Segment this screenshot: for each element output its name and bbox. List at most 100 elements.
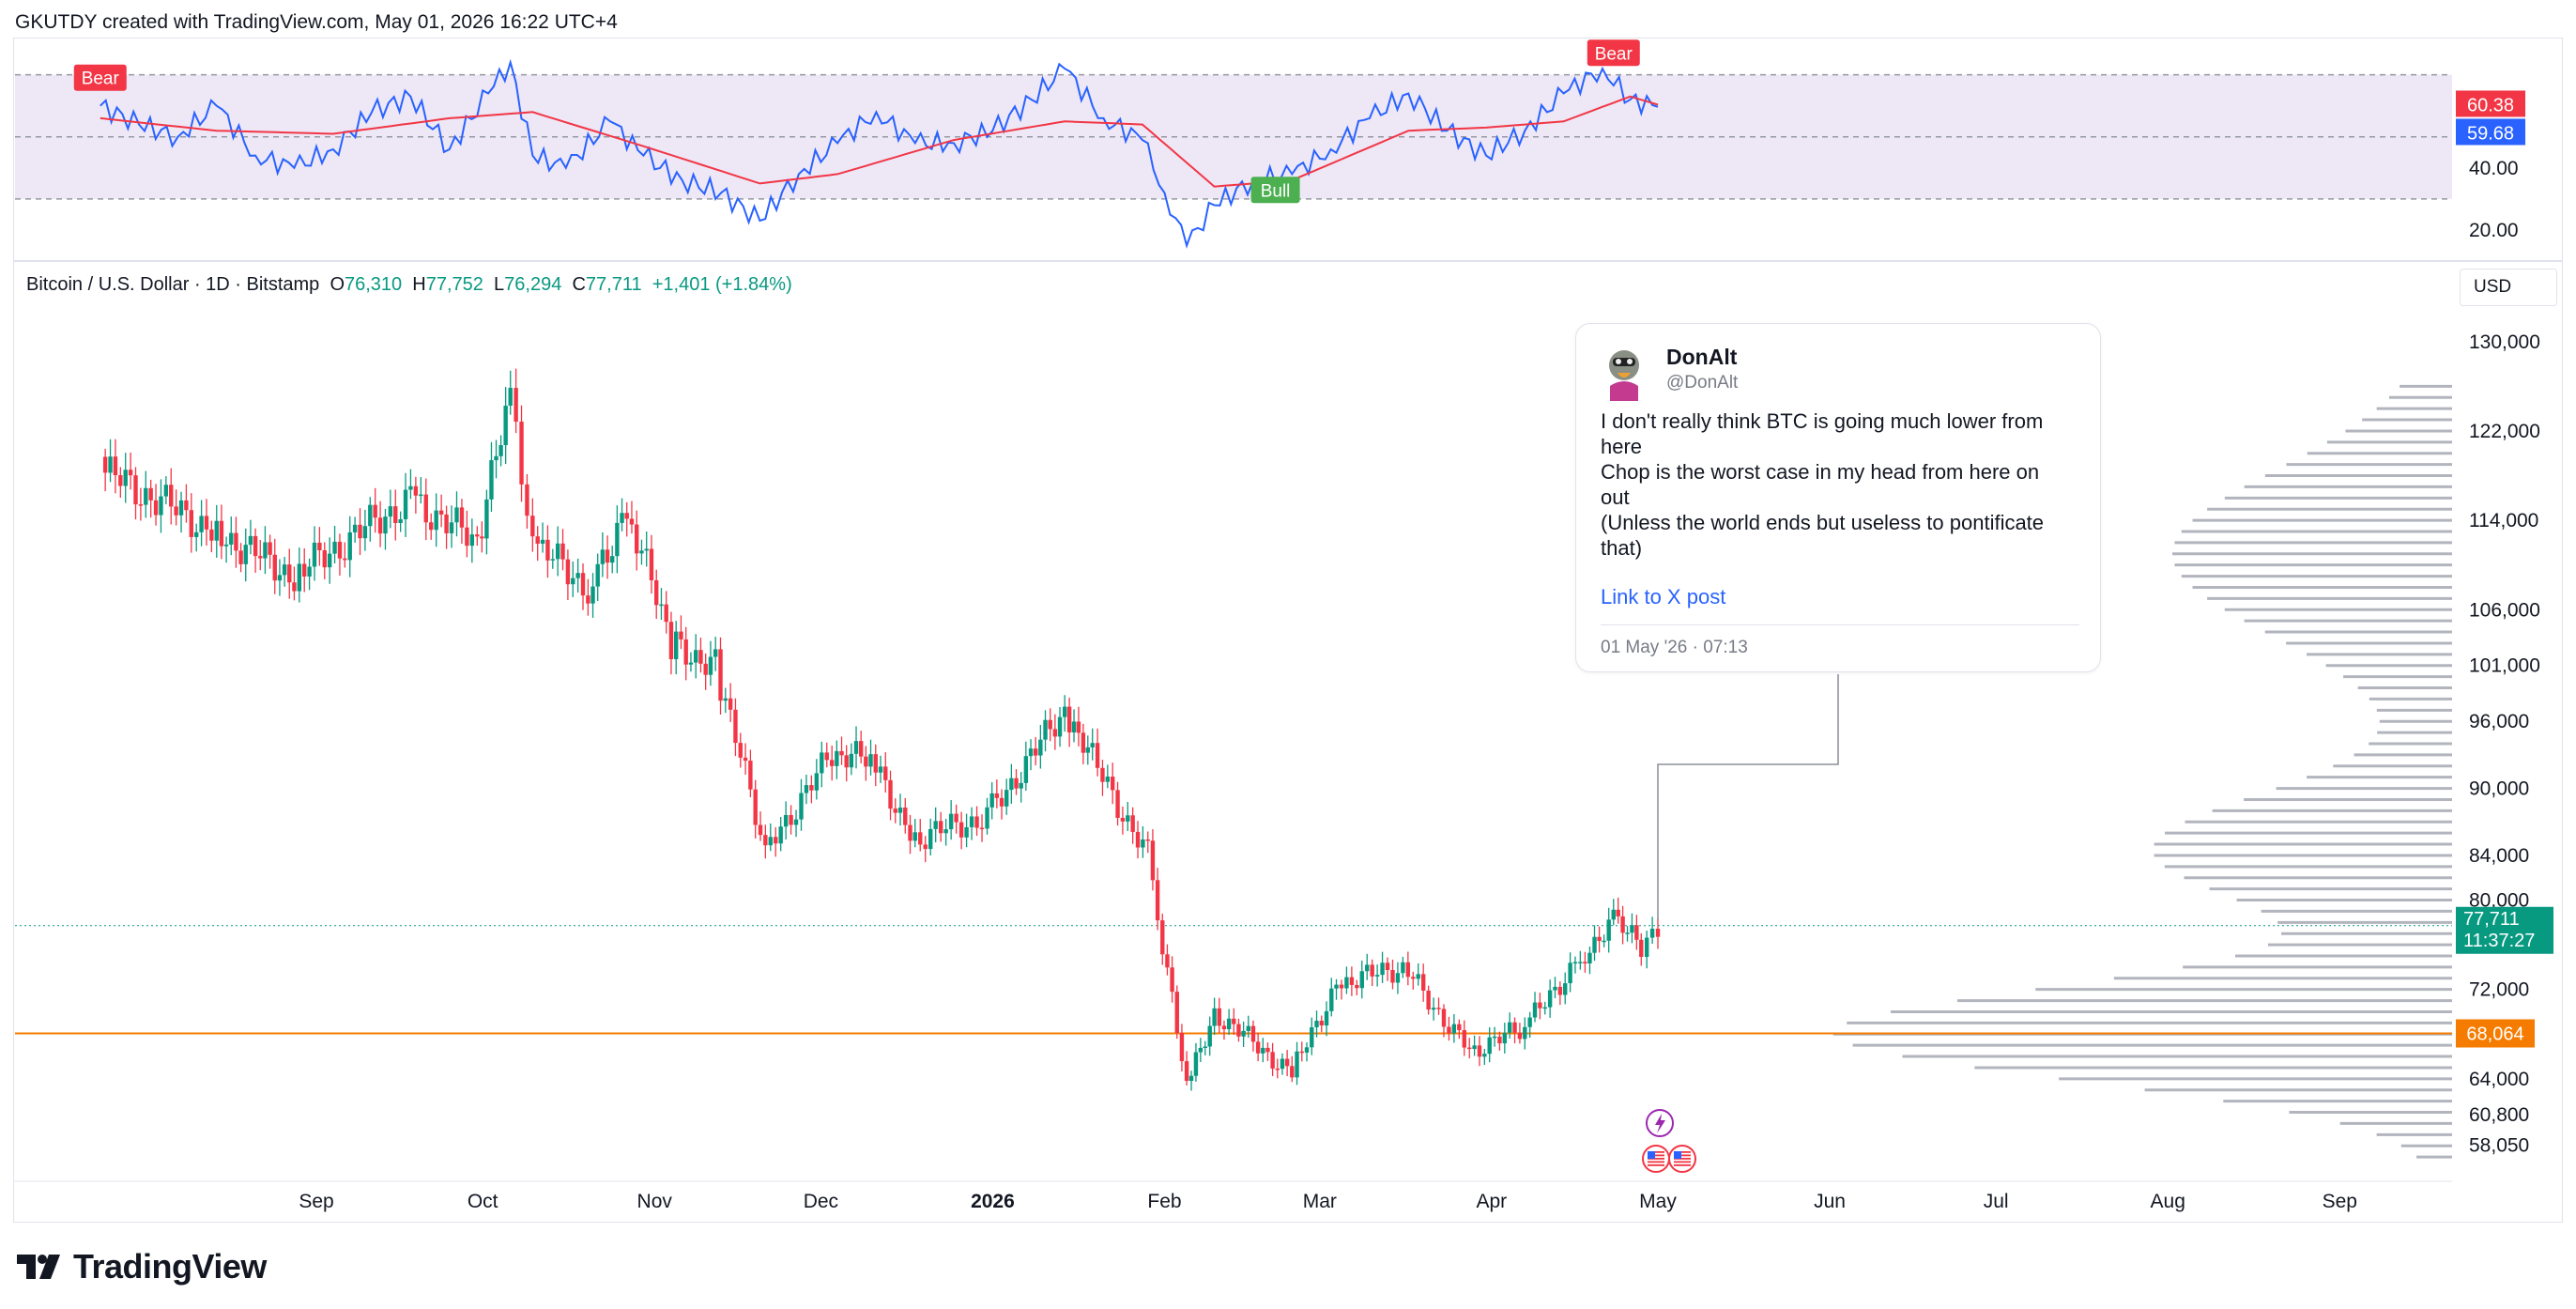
candle — [1606, 907, 1611, 953]
candle — [1062, 695, 1067, 732]
candle — [629, 500, 635, 534]
candle — [377, 500, 383, 547]
candle-body — [393, 506, 398, 524]
candle — [1587, 947, 1592, 975]
candle-body — [679, 631, 683, 639]
candle-body — [1062, 706, 1067, 717]
candle-body — [728, 698, 733, 710]
tradingview-logo[interactable]: TradingView — [17, 1247, 267, 1286]
candle-body — [535, 536, 540, 544]
candle-body — [954, 813, 958, 823]
candle — [600, 531, 606, 578]
candle-body — [1472, 1045, 1477, 1050]
low-value: 76,294 — [504, 274, 562, 295]
currency-button[interactable]: USD — [2460, 269, 2557, 306]
candle-body — [1280, 1058, 1285, 1070]
candle — [1523, 1017, 1527, 1050]
candle — [1009, 763, 1014, 804]
tweet-card[interactable]: DonAlt @DonAlt I don't really think BTC … — [1575, 323, 2101, 672]
candle-body — [263, 542, 268, 559]
candle — [1634, 915, 1639, 950]
candle — [419, 477, 423, 504]
x-tick-label: 2026 — [971, 1191, 1015, 1212]
avatar-icon — [1609, 350, 1639, 401]
rsi-ma-line — [100, 95, 1659, 188]
candle-body — [368, 504, 373, 527]
candle — [1004, 778, 1009, 815]
candle-body — [1246, 1025, 1250, 1031]
candle-body — [1447, 1026, 1451, 1034]
candle — [839, 736, 844, 765]
candle-body — [128, 470, 133, 476]
candle-body — [193, 531, 199, 537]
candle-body — [1572, 962, 1578, 964]
candle-body — [449, 522, 454, 533]
flag-canton — [1674, 1151, 1681, 1159]
candle — [258, 540, 263, 571]
candle — [1395, 962, 1401, 994]
price-tick-label: 101,000 — [2469, 655, 2540, 677]
candle — [268, 534, 272, 569]
candle — [540, 522, 545, 553]
candle-body — [1057, 716, 1063, 737]
tweet-connector — [1657, 674, 1839, 920]
candle — [933, 807, 938, 843]
candle-body — [282, 564, 287, 576]
candle — [804, 775, 809, 805]
symbol-title: Bitcoin / U.S. Dollar · 1D · Bitstamp — [26, 274, 320, 295]
candle — [1563, 972, 1568, 1005]
flag-stripe — [1648, 1161, 1664, 1163]
tweet-link[interactable]: Link to X post — [1601, 585, 1726, 608]
candle — [1115, 781, 1120, 826]
candle — [1145, 831, 1150, 854]
candle — [938, 811, 943, 842]
candle-body — [1395, 973, 1401, 983]
candle — [1261, 1038, 1265, 1063]
lightning-event-icon — [1646, 1109, 1674, 1137]
candle-body — [989, 793, 994, 808]
candle-body — [635, 524, 639, 554]
candle-body — [1130, 815, 1135, 832]
candle-body — [708, 656, 713, 675]
candle-body — [789, 814, 793, 825]
candle-body — [994, 793, 1000, 798]
candle — [1184, 1051, 1189, 1086]
candle-body — [743, 757, 748, 762]
candle-body — [108, 456, 113, 473]
tradingview-logo-icon — [17, 1255, 60, 1279]
candle — [1081, 723, 1086, 764]
candle — [849, 743, 854, 776]
candle-body — [748, 761, 753, 790]
last-price-value: 77,711 — [2463, 909, 2520, 930]
candle-body — [1076, 721, 1081, 733]
candle-body — [1385, 962, 1390, 971]
candle-body — [1587, 952, 1592, 963]
rsi-ma-value: 60.38 — [2467, 95, 2514, 116]
candle — [1232, 1008, 1236, 1036]
candle-body — [1507, 1022, 1512, 1033]
candle-body — [1349, 977, 1355, 985]
candle — [605, 535, 610, 579]
candle — [668, 611, 674, 675]
candle-body — [824, 752, 829, 761]
candle — [159, 479, 163, 533]
candle-body — [1365, 964, 1370, 972]
candle — [820, 741, 824, 788]
candle-body — [287, 564, 292, 583]
candle — [1602, 934, 1606, 947]
candle — [1019, 772, 1023, 803]
candle-body — [214, 520, 219, 541]
candle — [238, 543, 243, 573]
candle-body — [1043, 719, 1048, 740]
candle — [1467, 1038, 1472, 1059]
candle — [664, 591, 668, 634]
candle — [1374, 964, 1380, 987]
candle — [1370, 959, 1374, 986]
candle-body — [169, 485, 174, 507]
candle-body — [1578, 962, 1583, 963]
candle-body — [1299, 1051, 1304, 1054]
candle — [153, 484, 159, 526]
candle-body — [713, 649, 718, 657]
candle — [1649, 916, 1655, 945]
